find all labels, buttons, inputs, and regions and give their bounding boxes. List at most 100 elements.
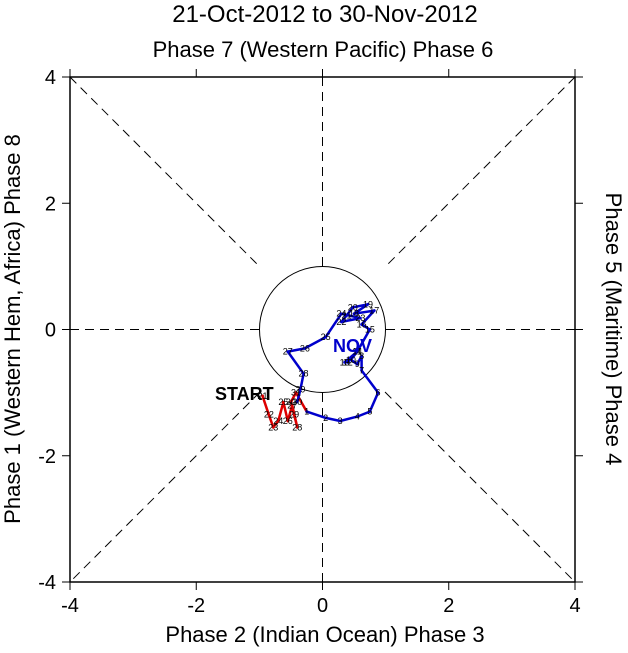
day-label: 26 xyxy=(300,343,310,353)
day-label: 12 xyxy=(343,357,353,367)
day-label: 26 xyxy=(283,416,293,426)
y-tick-label: 2 xyxy=(45,193,56,215)
trace-point xyxy=(289,400,293,404)
left-phase-label: Phase 1 (Western Hem, Africa) Phase 8 xyxy=(0,134,25,524)
trace-point xyxy=(366,302,370,306)
trace-point xyxy=(276,419,280,423)
x-tick-label: 4 xyxy=(569,595,580,617)
diagonal-guide-ne xyxy=(384,76,576,268)
day-label: 24 xyxy=(273,416,283,426)
day-label: 30 xyxy=(286,397,296,407)
day-label: 21 xyxy=(258,391,268,401)
y-tick-label: -2 xyxy=(38,446,56,468)
trace-point xyxy=(294,391,298,395)
day-label: 27 xyxy=(283,347,293,357)
trace-october xyxy=(261,391,308,429)
trace-point xyxy=(368,328,372,331)
trace-point xyxy=(343,360,346,364)
day-label: 21 xyxy=(341,311,351,321)
trace-point xyxy=(349,358,353,362)
trace-point xyxy=(338,419,342,423)
day-label: 20 xyxy=(348,302,358,312)
diagonal-guide-se xyxy=(384,391,576,583)
trajectory-traces xyxy=(261,302,380,429)
day-label: 15 xyxy=(365,325,375,335)
diagonal-guide-nw xyxy=(69,76,261,268)
x-axis-ticks: -4 -2 0 2 4 xyxy=(61,69,581,617)
right-phase-label: Phase 5 (Maritime) Phase 4 xyxy=(601,193,626,466)
trace-point xyxy=(345,314,348,318)
day-label: 30 xyxy=(292,397,302,407)
trace-point xyxy=(290,403,294,407)
trace-point xyxy=(355,350,359,353)
trace-point xyxy=(295,425,299,429)
day-label: 18 xyxy=(349,309,359,319)
trace-point xyxy=(340,312,343,316)
day-label: 16 xyxy=(357,319,367,329)
trace-point xyxy=(324,416,328,420)
y-tick-label: -4 xyxy=(38,572,56,594)
day-label: 17 xyxy=(369,306,379,316)
trace-point xyxy=(267,413,271,417)
trace-point xyxy=(324,335,328,339)
day-label: 28 xyxy=(292,422,302,432)
day-label: 8 xyxy=(359,351,364,361)
day-label: 22 xyxy=(264,410,274,420)
day-label: 7 xyxy=(359,366,364,376)
trace-point xyxy=(295,400,299,404)
day-label: 11 xyxy=(353,347,362,357)
x-tick-label: 2 xyxy=(443,595,454,617)
trace-point xyxy=(372,309,376,312)
start-label: START xyxy=(215,384,274,404)
trace-point xyxy=(303,347,307,350)
day-label: 28 xyxy=(299,369,309,379)
trace-point xyxy=(286,419,290,423)
phase-guides xyxy=(69,76,576,583)
trace-point xyxy=(346,360,350,364)
day-label: 31 xyxy=(291,388,301,398)
day-label: 29 xyxy=(295,384,305,394)
day-label: 1 xyxy=(304,407,309,417)
day-label: 10 xyxy=(346,355,356,365)
day-label: 19 xyxy=(363,299,373,309)
trace-point xyxy=(305,410,309,413)
day-label: 2 xyxy=(323,413,328,423)
trace-point xyxy=(360,323,364,326)
day-label: 6 xyxy=(376,388,381,398)
trace-point xyxy=(376,391,380,395)
day-label: 22 xyxy=(336,317,346,327)
day-label: 9 xyxy=(355,359,360,369)
trace-point xyxy=(286,350,290,353)
trace-point xyxy=(302,372,305,376)
diagonal-guide-sw xyxy=(69,391,261,583)
trace-point xyxy=(271,425,275,429)
chart-title: 21-Oct-2012 to 30-Nov-2012 xyxy=(172,1,478,28)
trace-point xyxy=(352,312,356,316)
trace-point xyxy=(355,415,359,419)
trace-point xyxy=(351,306,355,309)
trace-november xyxy=(286,303,380,423)
y-tick-label: 4 xyxy=(45,67,56,89)
day-label: 14 xyxy=(352,347,362,357)
unit-circle xyxy=(259,266,386,393)
day-label: 23 xyxy=(355,313,365,323)
x-tick-label: 0 xyxy=(317,595,328,617)
trace-point xyxy=(340,320,343,324)
day-label: 13 xyxy=(340,357,350,367)
trace-point xyxy=(360,369,364,372)
x-tick-label: -4 xyxy=(61,595,79,617)
trace-point xyxy=(261,394,264,398)
trace-point xyxy=(368,410,372,413)
day-label: 25 xyxy=(321,332,331,342)
day-label: 23 xyxy=(268,422,278,432)
top-phase-label: Phase 7 (Western Pacific) Phase 6 xyxy=(153,37,494,62)
trace-point xyxy=(355,362,359,366)
day-label: 25 xyxy=(278,397,288,407)
x-tick-label: -2 xyxy=(187,595,205,617)
day-label: 4 xyxy=(355,412,360,422)
bottom-phase-label: Phase 2 (Indian Ocean) Phase 3 xyxy=(165,622,484,647)
day-label: 3 xyxy=(338,416,343,426)
